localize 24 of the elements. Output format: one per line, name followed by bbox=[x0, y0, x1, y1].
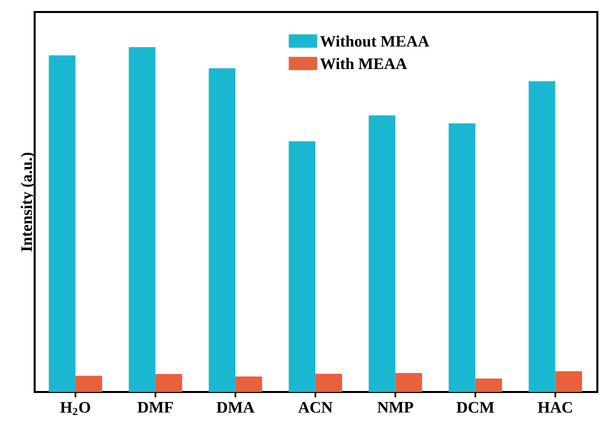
bar bbox=[448, 123, 476, 392]
bar bbox=[555, 371, 582, 392]
x-tick-label: H$_{2}$O bbox=[60, 402, 90, 416]
x-tick-label: NMP bbox=[377, 402, 414, 413]
x-tick-label: ACN bbox=[298, 402, 333, 413]
bar bbox=[75, 376, 102, 392]
bar bbox=[475, 378, 502, 392]
x-tick-label: DMF bbox=[138, 402, 173, 413]
bar bbox=[155, 374, 182, 392]
bar bbox=[128, 47, 156, 392]
legend-label: With MEAA bbox=[320, 58, 408, 70]
bar bbox=[235, 376, 262, 392]
y-axis-title: Intensity (a.u.) bbox=[20, 152, 36, 252]
bar bbox=[368, 115, 396, 392]
legend-label: Without MEAA bbox=[320, 35, 430, 47]
bar bbox=[315, 374, 342, 392]
bar bbox=[395, 373, 422, 392]
bar bbox=[528, 81, 556, 392]
bar bbox=[208, 68, 236, 392]
x-tick-label: HAC bbox=[538, 402, 572, 413]
x-tick-label: DCM bbox=[456, 402, 494, 413]
bar bbox=[48, 55, 76, 392]
x-tick-label: DMA bbox=[216, 402, 254, 413]
bar bbox=[288, 141, 316, 392]
